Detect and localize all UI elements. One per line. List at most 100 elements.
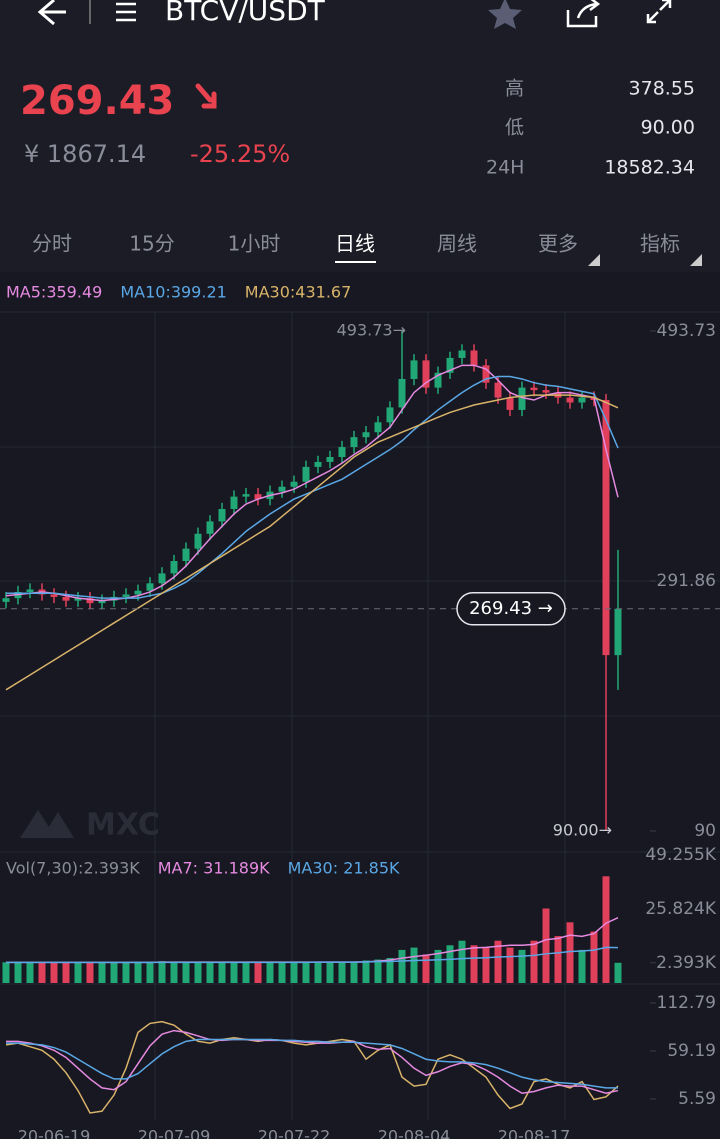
candle-body bbox=[422, 360, 430, 388]
candle-body bbox=[338, 447, 346, 457]
y-tick-label: 90 bbox=[694, 821, 716, 841]
volume-bar bbox=[326, 962, 334, 983]
volume-bar bbox=[566, 922, 574, 983]
last-price-label: 269.43 → bbox=[469, 598, 553, 619]
candle-body bbox=[170, 561, 178, 574]
volume-bar bbox=[2, 962, 10, 983]
volume-bar bbox=[602, 876, 610, 983]
candle-body bbox=[62, 596, 70, 601]
candle-body bbox=[578, 397, 586, 403]
x-tick-label: 20-08-17 bbox=[498, 1127, 571, 1139]
volume-bar bbox=[62, 962, 70, 983]
volume-bar bbox=[578, 949, 586, 983]
cny-price: ¥ 1867.14 bbox=[24, 140, 146, 168]
y-tick-label: 25.824K bbox=[645, 899, 716, 919]
candle-body bbox=[194, 533, 202, 549]
stat-label: 低 bbox=[505, 117, 524, 139]
tab[interactable]: 周线 bbox=[437, 232, 477, 256]
volume-bar bbox=[530, 940, 538, 983]
volume-bar bbox=[50, 962, 58, 983]
stat-label: 高 bbox=[505, 78, 524, 100]
y-tick-label: 5.59 bbox=[678, 1089, 716, 1109]
tab-active[interactable]: 日线 bbox=[335, 232, 375, 256]
ma-line bbox=[5, 1020, 619, 1114]
tab[interactable]: 1小时 bbox=[228, 232, 281, 256]
tab[interactable]: 15分 bbox=[129, 232, 174, 256]
candle-body bbox=[158, 573, 166, 584]
candle-body bbox=[494, 382, 502, 398]
volume-bar bbox=[182, 962, 190, 983]
volume-bar bbox=[278, 962, 286, 983]
legend-entry: MA30:431.67 bbox=[245, 283, 351, 302]
low-marker: 90.00→ bbox=[553, 821, 612, 840]
candle-body bbox=[146, 583, 154, 591]
tab[interactable]: 更多 bbox=[538, 232, 578, 256]
volume-bar bbox=[254, 962, 262, 983]
volume-bar bbox=[218, 962, 226, 983]
volume-bar bbox=[494, 940, 502, 983]
y-tick-label: 2.393K bbox=[656, 953, 717, 973]
volume-bar bbox=[74, 962, 82, 983]
volume-bar bbox=[590, 931, 598, 983]
stat-value: 378.55 bbox=[629, 78, 695, 100]
tab[interactable]: 分时 bbox=[32, 232, 72, 256]
volume-bar bbox=[302, 961, 310, 983]
x-tick-label: 20-07-22 bbox=[258, 1127, 331, 1139]
candle-body bbox=[314, 461, 322, 467]
high-marker: 493.73→ bbox=[337, 320, 406, 339]
volume-bar bbox=[98, 962, 106, 983]
candle-body bbox=[566, 397, 574, 403]
candle-body bbox=[614, 608, 622, 656]
volume-bar bbox=[470, 945, 478, 983]
volume-bar bbox=[266, 962, 274, 983]
change-percent: -25.25% bbox=[190, 140, 290, 168]
candle-body bbox=[530, 387, 538, 391]
pair-title: BTCV/USDT bbox=[165, 0, 326, 27]
share-icon[interactable] bbox=[566, 0, 601, 28]
candle-body bbox=[290, 481, 298, 487]
menu-icon[interactable] bbox=[116, 2, 136, 22]
volume-bar bbox=[338, 961, 346, 983]
volume-bar bbox=[314, 962, 322, 983]
dropdown-icon bbox=[690, 254, 702, 266]
candle-body bbox=[218, 509, 226, 522]
volume-bar bbox=[38, 961, 46, 983]
candle-body bbox=[506, 397, 514, 410]
ma-line bbox=[6, 946, 619, 964]
stat-value: 90.00 bbox=[641, 117, 695, 139]
y-tick-label: 112.79 bbox=[657, 993, 716, 1013]
volume-bar bbox=[434, 949, 442, 983]
candle-body bbox=[182, 548, 190, 562]
volume-bar bbox=[458, 940, 466, 983]
candle-body bbox=[446, 357, 454, 373]
candle-body bbox=[26, 589, 34, 592]
volume-title: Vol(7,30):2.393K bbox=[6, 859, 140, 878]
ma-line bbox=[5, 364, 619, 602]
candle-body bbox=[518, 387, 526, 410]
x-tick-label: 20-08-04 bbox=[378, 1127, 451, 1139]
volume-bar bbox=[170, 961, 178, 983]
candle-body bbox=[398, 378, 406, 408]
expand-icon[interactable] bbox=[646, 0, 672, 24]
down-arrow bbox=[195, 83, 217, 109]
candle-body bbox=[470, 350, 478, 366]
candle-body bbox=[350, 437, 358, 448]
candle-body bbox=[482, 365, 490, 383]
legend-entry: MA10:399.21 bbox=[120, 283, 226, 302]
candle-body bbox=[386, 407, 394, 423]
candle-body bbox=[602, 400, 610, 656]
last-price: 269.43 bbox=[20, 78, 174, 124]
volume-bar bbox=[410, 947, 418, 983]
favorite-icon[interactable] bbox=[488, 0, 522, 29]
legend-entry: MA5:359.49 bbox=[6, 283, 102, 302]
tab[interactable]: 指标 bbox=[640, 232, 680, 256]
y-tick-label: 59.19 bbox=[667, 1041, 716, 1061]
candle-body bbox=[374, 422, 382, 433]
legend-entry: MA30: 21.85K bbox=[288, 859, 400, 878]
back-icon[interactable] bbox=[37, 0, 66, 26]
candle-body bbox=[458, 350, 466, 358]
dropdown-icon bbox=[588, 254, 600, 266]
volume-bar bbox=[14, 962, 22, 983]
volume-bar bbox=[446, 945, 454, 983]
